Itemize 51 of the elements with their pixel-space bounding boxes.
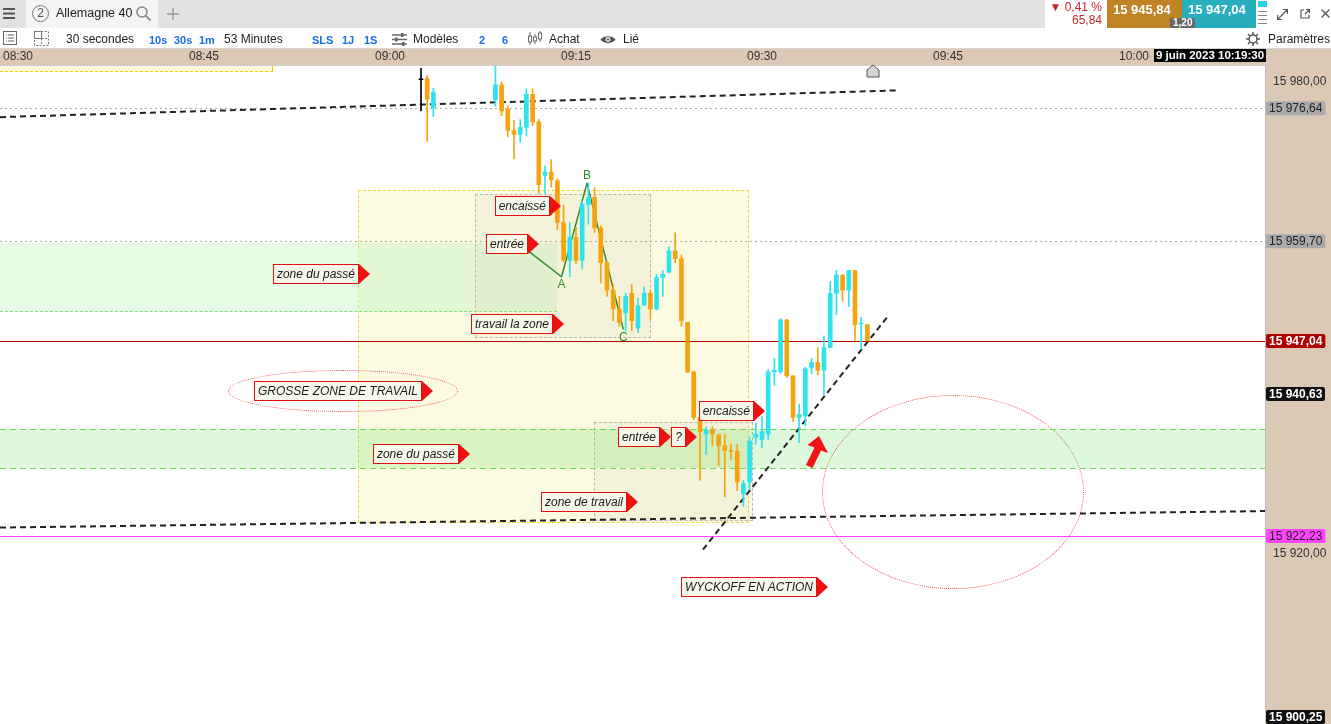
y-tick-label: 15 980,00 [1273, 74, 1327, 89]
text: SLS [312, 33, 334, 47]
text: Allemagne 40 [56, 6, 133, 20]
text: 1,20 [1170, 17, 1196, 28]
data-label: C [618, 329, 628, 344]
text: 65,84 [1071, 13, 1102, 27]
annotation: zone du passé [372, 444, 459, 464]
x-tick-label: 10:00 [1118, 49, 1150, 64]
y-tick-label: 15 920,00 [1273, 545, 1327, 560]
x-tick-label: 08:30 [2, 49, 34, 64]
text: 15 945,84 [1113, 2, 1171, 17]
text: 2 [479, 33, 486, 47]
x-tick-label: 09:15 [560, 49, 592, 64]
text: 53 Minutes [224, 32, 283, 46]
annotation: ? [671, 427, 686, 447]
annotation: encaissé [494, 196, 550, 216]
annotation: travail la zone [470, 314, 553, 334]
text: Achat [549, 32, 580, 46]
ref-line-label: 15 947,04 [1269, 333, 1323, 348]
text: 15 940,63 [1266, 387, 1326, 401]
text: 30s [174, 33, 193, 47]
x-tick-label: 08:45 [188, 49, 220, 64]
text: 1m [199, 33, 215, 47]
text: 1S [364, 33, 378, 47]
text: 30 secondes [66, 32, 135, 46]
annotation: entrée [617, 427, 660, 447]
data-label: B [583, 168, 592, 183]
text: Modèles [413, 32, 459, 46]
text: Paramètres [1268, 32, 1331, 46]
ref-line-label: 15 959,70 [1269, 234, 1323, 249]
data-label: A [557, 277, 566, 292]
annotation: WYCKOFF EN ACTION [680, 577, 817, 597]
annotation: encaissé [698, 401, 754, 421]
text: Lié [623, 32, 640, 46]
text: 1J [342, 33, 355, 47]
text: 9 juin 2023 10:19:30 [1154, 49, 1267, 62]
text: 10s [149, 33, 168, 47]
ref-line-label: 15 976,64 [1269, 100, 1323, 115]
x-tick-label: 09:45 [932, 49, 964, 64]
annotation: entrée [485, 234, 528, 254]
text: 15 900,25 [1266, 710, 1326, 724]
text: 6 [502, 33, 509, 47]
x-tick-label: 09:00 [374, 49, 406, 64]
annotation: GROSSE ZONE DE TRAVAIL [253, 381, 422, 401]
annotation: zone de travail [540, 492, 627, 512]
text: 2 [32, 5, 49, 22]
text: 15 947,04 [1188, 2, 1246, 17]
text: ▼ 0,41 % [1049, 0, 1102, 14]
x-tick-label: 09:30 [746, 49, 778, 64]
annotation: zone du passé [272, 264, 359, 284]
ref-line-label: 15 922,23 [1269, 528, 1323, 543]
